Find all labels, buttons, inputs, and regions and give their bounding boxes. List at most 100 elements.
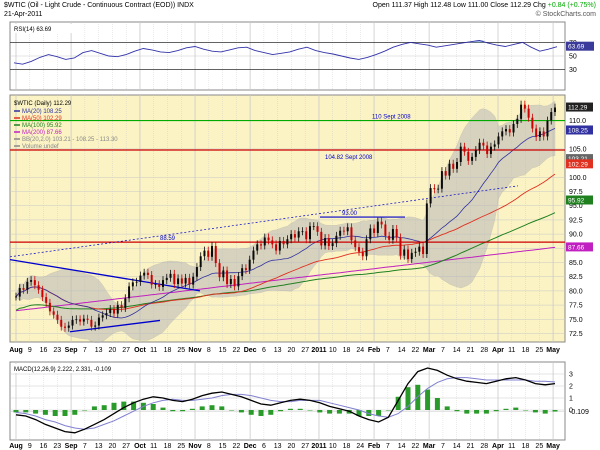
x-tick-label: 18 <box>343 443 351 450</box>
price-bar-body <box>120 305 123 308</box>
price-bar-body <box>508 129 511 133</box>
x-tick-label: Nov <box>188 347 201 354</box>
downtrend-line <box>9 259 201 292</box>
price-bar-body <box>173 273 176 285</box>
price-value-tag-bg <box>566 125 593 135</box>
price-bar-body <box>252 250 255 260</box>
price-bar-body <box>158 284 161 287</box>
price-value-tag-bg <box>566 102 593 112</box>
price-bar-body <box>395 229 398 238</box>
price-bar-body <box>554 107 556 113</box>
price-bar-body <box>369 228 372 240</box>
x-tick-label: 2011 <box>311 347 326 354</box>
x-tick-label: 11 <box>508 443 515 450</box>
macd-histogram-bar <box>356 410 362 416</box>
macd-histogram-bar <box>170 410 176 412</box>
macd-histogram-bar <box>327 410 333 414</box>
price-bar-body <box>207 250 210 257</box>
price-bar-body <box>105 313 108 316</box>
symbol-title: $WTIC (Oil - Light Crude - Continuous Co… <box>4 2 194 9</box>
price-bar-body <box>414 251 417 253</box>
price-bar-body <box>546 120 549 137</box>
macd-tick-label: 1 <box>569 396 573 403</box>
price-bar-body <box>101 315 104 318</box>
price-bar-body <box>143 272 146 276</box>
macd-histogram-bar <box>238 410 244 413</box>
x-tick-label: 14 <box>453 347 461 354</box>
price-bar-body <box>463 146 466 152</box>
price-bar-body <box>354 240 357 248</box>
price-bar-body <box>248 259 251 270</box>
price-tick-label: 77.5 <box>569 303 583 310</box>
macd-histogram-bar <box>52 410 58 416</box>
macd-tick-label: 3 <box>569 372 573 379</box>
price-bar-body <box>527 108 530 118</box>
price-bar-body <box>199 256 202 268</box>
price-bar-body <box>550 112 553 121</box>
x-tick-label: 18 <box>164 347 172 354</box>
price-bar-body <box>188 277 191 285</box>
macd-histogram-bar <box>385 410 391 411</box>
x-tick-label: 22 <box>232 347 240 354</box>
price-bar-body <box>512 123 515 133</box>
price-bar-body <box>226 270 229 285</box>
macd-histogram-bar <box>278 410 284 412</box>
x-tick-label: Dec <box>244 443 257 450</box>
x-tick-label: Apr <box>492 347 504 354</box>
price-tick-label: 90.0 <box>569 232 583 239</box>
macd-histogram-bar <box>395 396 401 410</box>
price-bar-body <box>184 277 187 284</box>
x-tick-label: 18 <box>522 347 530 354</box>
price-bar-body <box>538 131 541 138</box>
x-tick-label: 20 <box>288 443 296 450</box>
x-tick-label: 16 <box>40 443 48 450</box>
x-tick-label: 18 <box>522 443 530 450</box>
macd-tick-label: 2 <box>569 384 573 391</box>
macd-histogram-bar <box>523 410 529 411</box>
price-bar-body <box>60 319 63 327</box>
price-value-tag-bg <box>566 154 593 164</box>
price-bar-body <box>467 151 470 161</box>
price-bar-body <box>192 276 195 285</box>
rsi-value-tag: 63.69 <box>568 44 585 51</box>
x-tick-label: 13 <box>274 347 282 354</box>
uptrend-line <box>69 319 161 333</box>
x-tick-label: 25 <box>177 347 185 354</box>
x-tick-label: 14 <box>398 443 406 450</box>
macd-legend-box <box>12 364 140 373</box>
price-legend-item: BB(20,2.0) 103.21 - 108.25 - 113.30 <box>22 137 118 143</box>
x-tick-label: 13 <box>95 347 103 354</box>
macd-histogram-bar <box>503 408 509 410</box>
price-bar-body <box>37 285 40 290</box>
annotation-104-82-sept-2008: 104.82 Sept 2008 <box>325 155 373 161</box>
x-tick-label: 27 <box>122 443 130 450</box>
price-bar-body <box>391 229 394 240</box>
price-bar-body <box>327 238 330 247</box>
macd-histogram-bar <box>434 398 440 410</box>
x-tick-label: 22 <box>411 347 419 354</box>
price-bar-body <box>335 235 338 244</box>
x-tick-label: 9 <box>28 347 32 354</box>
price-value-tag: 95.92 <box>568 198 585 205</box>
price-bar-body <box>459 146 462 163</box>
x-tick-label: Feb <box>368 347 380 354</box>
price-bar-body <box>429 188 432 204</box>
price-bar-body <box>131 282 134 287</box>
x-tick-label: Sep <box>65 347 78 354</box>
x-tick-label: 27 <box>301 347 309 354</box>
price-bar-body <box>489 146 492 155</box>
x-tick-label: 8 <box>207 443 211 450</box>
macd-histogram-bar <box>199 406 205 410</box>
x-tick-label: 7 <box>83 347 87 354</box>
price-bar-body <box>482 142 485 146</box>
ohlc-readout: Open 111.37 High 112.48 Low 111.00 Close… <box>372 2 597 9</box>
ma200-line <box>15 246 556 312</box>
price-bar-body <box>94 325 97 327</box>
price-bar-body <box>301 231 304 233</box>
price-bar-body <box>497 136 500 145</box>
price-bar-body <box>64 326 66 328</box>
price-bar-body <box>293 234 296 238</box>
x-tick-label: Sep <box>65 443 78 450</box>
macd-histogram-bar <box>111 402 117 410</box>
x-tick-label: 14 <box>398 347 406 354</box>
